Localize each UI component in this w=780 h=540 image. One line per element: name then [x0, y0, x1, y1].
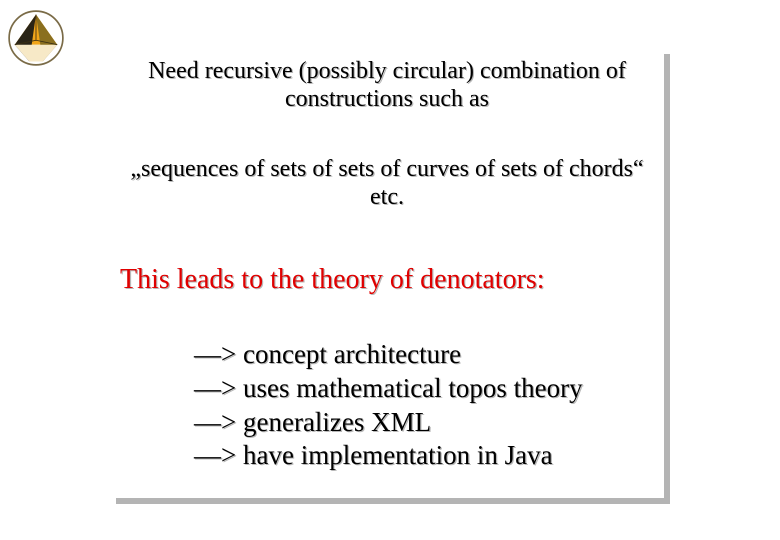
bullet-prefix: —> [194, 407, 243, 437]
heading-line-1: Need recursive (possibly circular) combi… [110, 58, 664, 86]
bullet-text: concept architecture [243, 339, 461, 369]
bullet-prefix: —> [194, 373, 243, 403]
bullet-prefix: —> [194, 339, 243, 369]
heading-block: Need recursive (possibly circular) combi… [110, 58, 664, 113]
logo-badge [8, 10, 64, 66]
content-box: Need recursive (possibly circular) combi… [110, 48, 664, 498]
bullet-item: —> generalizes XML [194, 406, 664, 440]
bullet-item: —> uses mathematical topos theory [194, 372, 664, 406]
example-block: „sequences of sets of sets of curves of … [110, 156, 664, 211]
polyhedron-icon [8, 10, 64, 66]
bullet-item: —> concept architecture [194, 338, 664, 372]
bullet-item: —> have implementation in Java [194, 439, 664, 473]
heading-line-2: constructions such as [110, 86, 664, 114]
bullets-block: —> concept architecture —> uses mathemat… [110, 338, 664, 473]
bullet-prefix: —> [194, 440, 243, 470]
example-line-1: „sequences of sets of sets of curves of … [110, 156, 664, 184]
bullet-text: have implementation in Java [243, 440, 553, 470]
leads-line: This leads to the theory of denotators: [110, 264, 664, 296]
bullet-text: generalizes XML [243, 407, 431, 437]
leads-block: This leads to the theory of denotators: [110, 264, 664, 296]
example-line-2: etc. [110, 184, 664, 212]
bullet-text: uses mathematical topos theory [243, 373, 583, 403]
slide-canvas: Need recursive (possibly circular) combi… [0, 0, 780, 540]
